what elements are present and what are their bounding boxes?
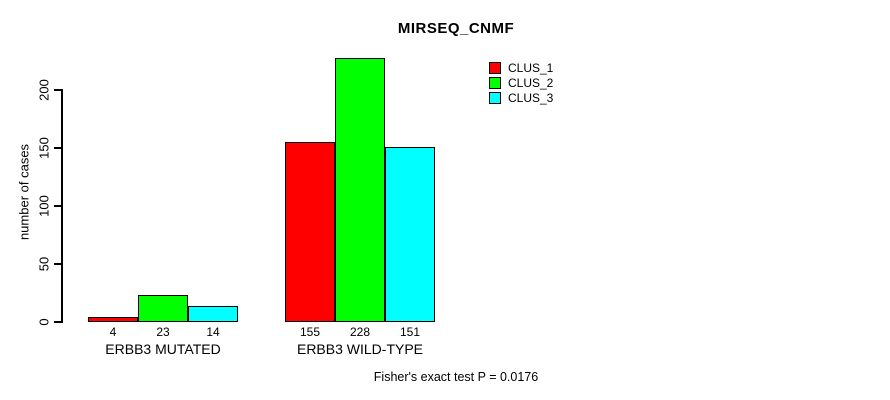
bar-value-label: 151 (399, 325, 421, 339)
bar-value-label: 14 (206, 325, 220, 339)
legend-item-clus_2: CLUS_2 (489, 77, 553, 89)
y-axis (61, 89, 63, 323)
bar-clus_1-1 (88, 317, 138, 322)
y-tick (54, 89, 62, 91)
y-tick (54, 263, 62, 265)
bar-value-label: 155 (299, 325, 321, 339)
y-tick-label: 100 (36, 195, 52, 217)
legend-label: CLUS_3 (508, 91, 554, 105)
y-tick (54, 321, 62, 323)
bar-value-label: 4 (109, 325, 117, 339)
chart-title: MIRSEQ_CNMF (397, 20, 515, 37)
y-tick-label: 150 (36, 137, 52, 159)
legend-swatch-clus_1 (489, 62, 501, 74)
footnote: Fisher's exact test P = 0.0176 (373, 370, 539, 384)
legend-item-clus_3: CLUS_3 (489, 92, 553, 104)
legend-item-clus_1: CLUS_1 (489, 62, 553, 74)
bar-value-label: 23 (156, 325, 170, 339)
y-tick-label: 200 (36, 79, 52, 101)
y-tick-label: 0 (36, 318, 52, 326)
legend-label: CLUS_1 (508, 61, 554, 75)
x-group-label: ERBB3 MUTATED (105, 341, 221, 357)
bar-value-label: 228 (349, 325, 371, 339)
x-group-label: ERBB3 WILD-TYPE (296, 341, 424, 357)
y-tick (54, 147, 62, 149)
legend-swatch-clus_2 (489, 77, 501, 89)
y-tick (54, 205, 62, 207)
bar-clus_2-2 (335, 57, 385, 322)
bar-clus_3-2 (385, 146, 435, 322)
y-axis-label-text: number of cases (16, 143, 32, 241)
bar-clus_3-1 (188, 305, 238, 322)
legend: CLUS_1 CLUS_2 CLUS_3 (489, 62, 553, 107)
y-axis-label: number of cases (17, 144, 32, 240)
legend-label: CLUS_2 (508, 76, 554, 90)
bar-clus_1-2 (285, 142, 335, 322)
legend-swatch-clus_3 (489, 92, 501, 104)
bar-clus_2-1 (138, 295, 188, 322)
y-tick-label: 50 (36, 256, 52, 272)
